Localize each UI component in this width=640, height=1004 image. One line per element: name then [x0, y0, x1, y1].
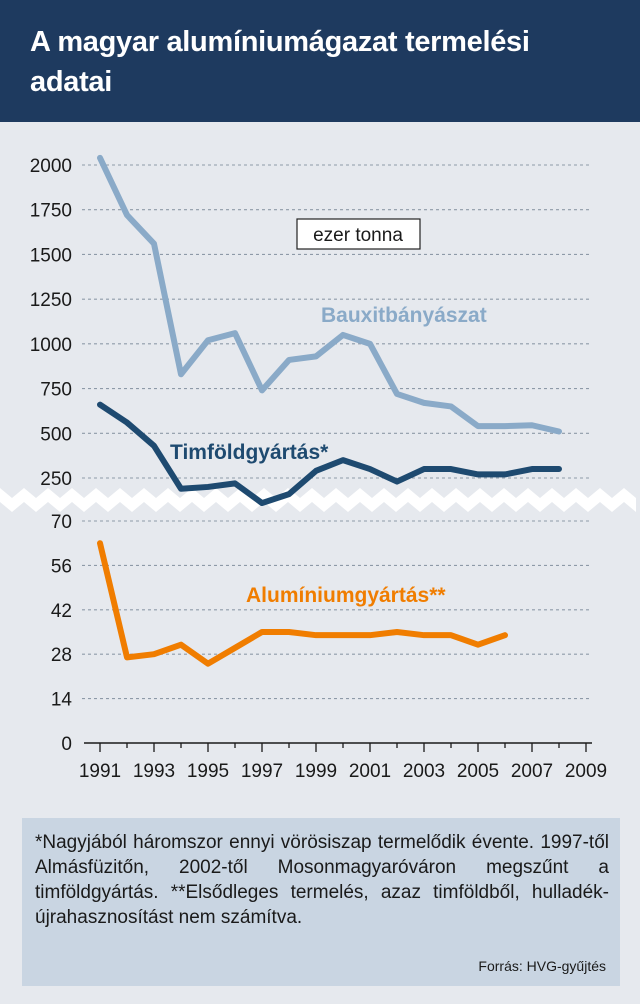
y-tick-label: 1500 — [30, 245, 72, 266]
series-line-bauxitbnyszat — [97, 154, 562, 435]
upper-y-axis: 250 500 750 1000 1250 1500 1750 2000 — [30, 156, 72, 490]
y-tick-label: 1750 — [30, 201, 72, 222]
x-tick-label: 2005 — [457, 761, 499, 782]
series-label: Alumíniumgyártás** — [246, 584, 446, 607]
series-labels: Bauxitbányászat Timföldgyártás* Alumíniumg… — [170, 304, 487, 607]
lower-y-axis: 0 14 28 42 56 70 — [51, 512, 73, 755]
header-bar: A magyar alumíniumágazat termelési adata… — [0, 0, 640, 122]
y-tick-label: 70 — [51, 512, 72, 533]
series-line-timfldgyrts — [97, 401, 562, 507]
x-axis: 1991 1993 1995 1997 1999 2001 2003 2005 2007 2009 — [79, 742, 607, 782]
series-lines — [97, 154, 562, 667]
footnote-box: *Nagyjából háromszor ennyi vörösiszap te… — [22, 818, 620, 986]
y-tick-label: 1250 — [30, 290, 72, 311]
x-tick-label: 1999 — [295, 761, 337, 782]
chart-area: 250 500 750 1000 1250 1500 1750 2000 0 14 28 42 56 7… — [0, 154, 636, 782]
y-tick-label: 250 — [40, 469, 72, 490]
footnote-text: *Nagyjából háromszor ennyi vörösiszap te… — [35, 832, 609, 928]
y-tick-label: 28 — [51, 645, 72, 666]
x-tick-label: 2009 — [565, 761, 607, 782]
chart-title: A magyar alumíniumágazat termelési adata… — [30, 26, 530, 98]
x-tick-label: 1991 — [79, 761, 121, 782]
y-tick-label: 0 — [61, 734, 72, 755]
x-tick-label: 1995 — [187, 761, 229, 782]
y-tick-label: 2000 — [30, 156, 72, 177]
y-tick-label: 56 — [51, 556, 72, 577]
series-label: Timföldgyártás* — [170, 441, 329, 464]
axis-break — [0, 488, 636, 512]
x-tick-label: 2001 — [349, 761, 391, 782]
break-band — [0, 488, 636, 512]
upper-gridlines — [82, 164, 592, 479]
y-tick-label: 500 — [40, 424, 72, 445]
series-line-alumniumgyrts — [97, 540, 508, 667]
y-tick-label: 1000 — [30, 335, 72, 356]
y-tick-label: 750 — [40, 380, 72, 401]
unit-label: ezer tonna — [313, 225, 403, 246]
source-label: Forrás: HVG-gyűjtés — [478, 958, 606, 974]
lower-gridlines — [82, 520, 592, 700]
y-tick-label: 14 — [51, 690, 73, 711]
x-tick-label: 2007 — [511, 761, 553, 782]
y-tick-label: 42 — [51, 601, 72, 622]
x-tick-label: 2003 — [403, 761, 445, 782]
x-tick-label: 1993 — [133, 761, 175, 782]
series-label: Bauxitbányászat — [321, 304, 487, 327]
unit-box: ezer tonna — [296, 218, 421, 250]
x-tick-label: 1997 — [241, 761, 283, 782]
